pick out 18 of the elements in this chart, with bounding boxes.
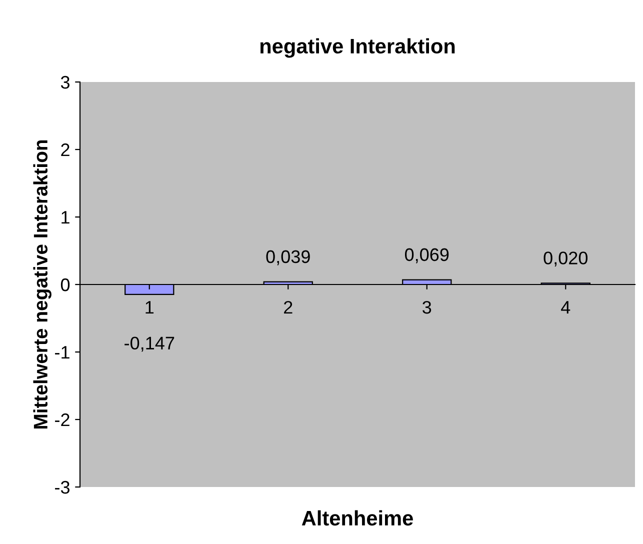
- y-tick-label: 1: [62, 211, 70, 224]
- x-tick-label: 1: [146, 301, 154, 314]
- x-axis-title: Altenheime: [302, 510, 413, 526]
- data-label: 0,039: [266, 250, 310, 266]
- data-label: 0,069: [404, 248, 449, 264]
- y-tick-label: -1: [55, 346, 70, 359]
- x-tick-label: 2: [284, 300, 292, 314]
- y-tick-label: 3: [60, 76, 70, 89]
- y-tick-label: -2: [55, 413, 70, 426]
- x-tick-label: 4: [561, 301, 570, 314]
- y-axis-title: Mittelwerte negative Interaktion: [33, 140, 52, 429]
- x-tick-label: 3: [422, 300, 432, 314]
- y-tick-label: -3: [55, 480, 70, 494]
- y-tick-label: 0: [60, 278, 70, 292]
- y-tick-label: 2: [61, 143, 70, 156]
- data-label: 0,020: [544, 252, 588, 267]
- chart-title: negative Interaktion: [260, 38, 455, 58]
- data-label: -0,147: [124, 336, 174, 352]
